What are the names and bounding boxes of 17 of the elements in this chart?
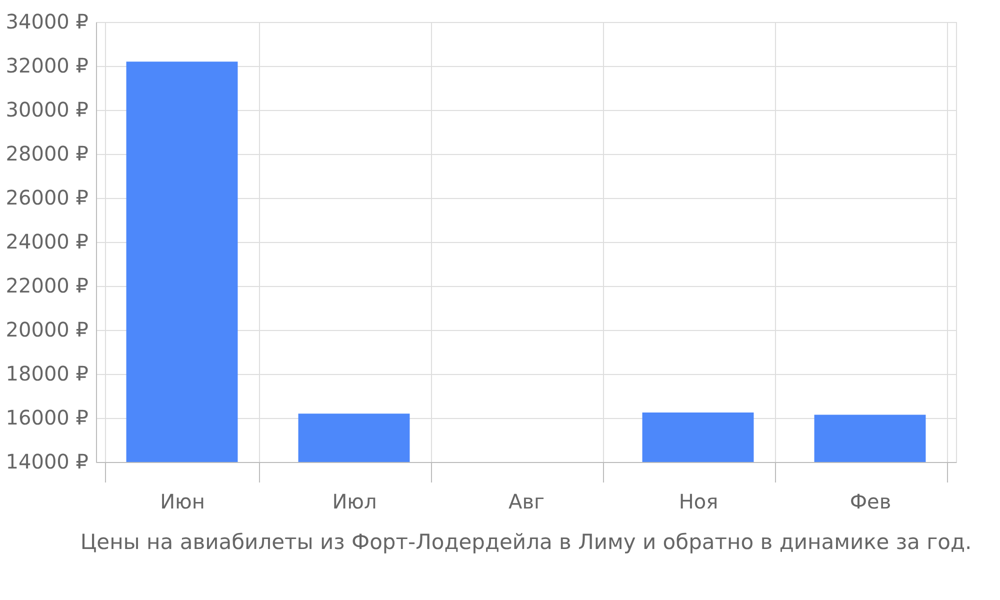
y-tick-label: 34000 ₽ — [6, 10, 89, 34]
y-tick-label: 14000 ₽ — [6, 450, 89, 474]
x-tick-label: Июн — [160, 490, 205, 514]
y-tick-label: 16000 ₽ — [6, 406, 89, 430]
x-tick-label: Ноя — [678, 490, 718, 514]
y-tick-label: 20000 ₽ — [6, 318, 89, 342]
x-tick-label: Фев — [850, 490, 892, 514]
text: Цены на авиабилеты из Форт-Лодердейла в Лиму и обратно в динамике за год. — [80, 530, 972, 554]
y-tick-label: 28000 ₽ — [6, 142, 89, 166]
y-tick-label: 18000 ₽ — [6, 362, 89, 386]
y-tick-label: 24000 ₽ — [6, 230, 89, 254]
y-tick-label: 30000 ₽ — [6, 98, 89, 122]
y-tick-label: 26000 ₽ — [6, 186, 89, 210]
y-tick-label: 32000 ₽ — [6, 54, 89, 78]
y-tick-label: 22000 ₽ — [6, 274, 89, 298]
x-tick-label: Авг — [508, 490, 544, 514]
x-tick-label: Июл — [332, 490, 377, 514]
